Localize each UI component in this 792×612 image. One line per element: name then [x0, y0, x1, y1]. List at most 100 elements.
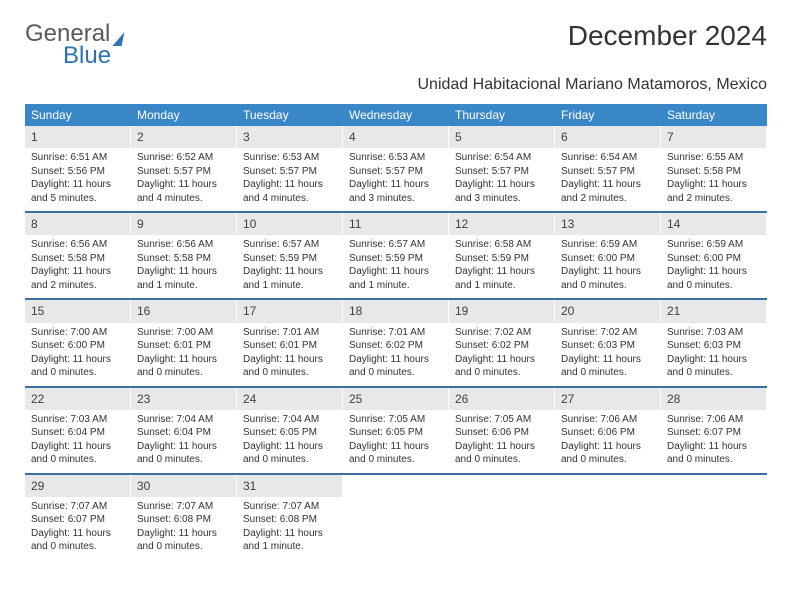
month-title: December 2024 [568, 20, 767, 52]
sunrise-line: Sunrise: 7:00 AM [31, 326, 125, 340]
sunrise-line: Sunrise: 6:58 AM [455, 238, 549, 252]
daylight-line: Daylight: 11 hours and 4 minutes. [243, 178, 337, 205]
sunrise-line: Sunrise: 6:55 AM [667, 151, 761, 165]
day-number: 25 [343, 388, 449, 410]
sunrise-line: Sunrise: 7:07 AM [137, 500, 231, 514]
day-cell: 4Sunrise: 6:53 AMSunset: 5:57 PMDaylight… [343, 126, 449, 211]
sunrise-line: Sunrise: 7:00 AM [137, 326, 231, 340]
sunset-line: Sunset: 6:08 PM [243, 513, 337, 527]
daylight-line: Daylight: 11 hours and 0 minutes. [349, 353, 443, 380]
daylight-line: Daylight: 11 hours and 5 minutes. [31, 178, 125, 205]
sunset-line: Sunset: 6:04 PM [137, 426, 231, 440]
header-row: General Blue December 2024 [25, 20, 767, 70]
location-line: Unidad Habitacional Mariano Matamoros, M… [25, 76, 767, 94]
sunrise-line: Sunrise: 6:51 AM [31, 151, 125, 165]
sunset-line: Sunset: 6:01 PM [137, 339, 231, 353]
sunrise-line: Sunrise: 7:03 AM [31, 413, 125, 427]
daylight-line: Daylight: 11 hours and 0 minutes. [137, 527, 231, 554]
day-cell: 14Sunrise: 6:59 AMSunset: 6:00 PMDayligh… [661, 213, 767, 298]
day-number: 2 [131, 126, 237, 148]
daylight-line: Daylight: 11 hours and 0 minutes. [667, 353, 761, 380]
day-cell: 19Sunrise: 7:02 AMSunset: 6:02 PMDayligh… [449, 300, 555, 385]
daylight-line: Daylight: 11 hours and 0 minutes. [137, 440, 231, 467]
day-cell: 27Sunrise: 7:06 AMSunset: 6:06 PMDayligh… [555, 388, 661, 473]
sunrise-line: Sunrise: 6:52 AM [137, 151, 231, 165]
daylight-line: Daylight: 11 hours and 0 minutes. [31, 440, 125, 467]
sunset-line: Sunset: 5:57 PM [349, 165, 443, 179]
day-number: 19 [449, 300, 555, 322]
day-number: 30 [131, 475, 237, 497]
day-cell: 29Sunrise: 7:07 AMSunset: 6:07 PMDayligh… [25, 475, 131, 560]
week-row: 22Sunrise: 7:03 AMSunset: 6:04 PMDayligh… [25, 388, 767, 475]
sunset-line: Sunset: 6:02 PM [455, 339, 549, 353]
logo: General Blue [25, 20, 123, 70]
day-number: 1 [25, 126, 131, 148]
day-number: 11 [343, 213, 449, 235]
day-number: 29 [25, 475, 131, 497]
empty-cell: . [343, 475, 449, 560]
day-number: 21 [661, 300, 767, 322]
sunrise-line: Sunrise: 7:03 AM [667, 326, 761, 340]
day-number: 27 [555, 388, 661, 410]
day-cell: 12Sunrise: 6:58 AMSunset: 5:59 PMDayligh… [449, 213, 555, 298]
daylight-line: Daylight: 11 hours and 0 minutes. [349, 440, 443, 467]
sunset-line: Sunset: 5:57 PM [455, 165, 549, 179]
day-number: 14 [661, 213, 767, 235]
week-row: 15Sunrise: 7:00 AMSunset: 6:00 PMDayligh… [25, 300, 767, 387]
day-number: 16 [131, 300, 237, 322]
sunrise-line: Sunrise: 7:07 AM [243, 500, 337, 514]
day-cell: 15Sunrise: 7:00 AMSunset: 6:00 PMDayligh… [25, 300, 131, 385]
day-number: 28 [661, 388, 767, 410]
daylight-line: Daylight: 11 hours and 2 minutes. [561, 178, 655, 205]
daylight-line: Daylight: 11 hours and 0 minutes. [243, 440, 337, 467]
day-cell: 22Sunrise: 7:03 AMSunset: 6:04 PMDayligh… [25, 388, 131, 473]
sunrise-line: Sunrise: 7:04 AM [137, 413, 231, 427]
daylight-line: Daylight: 11 hours and 0 minutes. [31, 353, 125, 380]
empty-cell: . [555, 475, 661, 560]
sunrise-line: Sunrise: 7:07 AM [31, 500, 125, 514]
dow-sunday: Sunday [25, 104, 131, 126]
sunset-line: Sunset: 6:07 PM [31, 513, 125, 527]
sunset-line: Sunset: 5:59 PM [455, 252, 549, 266]
empty-cell: . [449, 475, 555, 560]
sunset-line: Sunset: 5:58 PM [137, 252, 231, 266]
day-number: 5 [449, 126, 555, 148]
week-row: 8Sunrise: 6:56 AMSunset: 5:58 PMDaylight… [25, 213, 767, 300]
dow-thursday: Thursday [449, 104, 555, 126]
daylight-line: Daylight: 11 hours and 2 minutes. [667, 178, 761, 205]
daylight-line: Daylight: 11 hours and 0 minutes. [455, 440, 549, 467]
day-number: 18 [343, 300, 449, 322]
sunset-line: Sunset: 5:57 PM [137, 165, 231, 179]
day-cell: 31Sunrise: 7:07 AMSunset: 6:08 PMDayligh… [237, 475, 343, 560]
dow-friday: Friday [555, 104, 661, 126]
day-number: 10 [237, 213, 343, 235]
day-number: 26 [449, 388, 555, 410]
day-number: 13 [555, 213, 661, 235]
day-cell: 1Sunrise: 6:51 AMSunset: 5:56 PMDaylight… [25, 126, 131, 211]
sunrise-line: Sunrise: 7:05 AM [349, 413, 443, 427]
sunset-line: Sunset: 6:08 PM [137, 513, 231, 527]
day-number: 17 [237, 300, 343, 322]
sunset-line: Sunset: 5:59 PM [243, 252, 337, 266]
sunrise-line: Sunrise: 7:05 AM [455, 413, 549, 427]
sunset-line: Sunset: 6:07 PM [667, 426, 761, 440]
daylight-line: Daylight: 11 hours and 0 minutes. [137, 353, 231, 380]
daylight-line: Daylight: 11 hours and 1 minute. [137, 265, 231, 292]
daylight-line: Daylight: 11 hours and 0 minutes. [455, 353, 549, 380]
title-block: December 2024 [568, 20, 767, 52]
daylight-line: Daylight: 11 hours and 0 minutes. [561, 265, 655, 292]
sunrise-line: Sunrise: 6:59 AM [561, 238, 655, 252]
day-cell: 9Sunrise: 6:56 AMSunset: 5:58 PMDaylight… [131, 213, 237, 298]
sunset-line: Sunset: 6:01 PM [243, 339, 337, 353]
sunset-line: Sunset: 6:05 PM [243, 426, 337, 440]
day-number: 31 [237, 475, 343, 497]
dow-wednesday: Wednesday [343, 104, 449, 126]
day-cell: 18Sunrise: 7:01 AMSunset: 6:02 PMDayligh… [343, 300, 449, 385]
logo-text-blue: Blue [63, 42, 111, 70]
day-cell: 30 Sunrise: 7:07 AMSunset: 6:08 PMDayligh… [131, 475, 237, 560]
day-cell: 2Sunrise: 6:52 AMSunset: 5:57 PMDaylight… [131, 126, 237, 211]
sunset-line: Sunset: 5:58 PM [31, 252, 125, 266]
day-number: 4 [343, 126, 449, 148]
day-cell: 25Sunrise: 7:05 AMSunset: 6:05 PMDayligh… [343, 388, 449, 473]
day-cell: 11Sunrise: 6:57 AMSunset: 5:59 PMDayligh… [343, 213, 449, 298]
